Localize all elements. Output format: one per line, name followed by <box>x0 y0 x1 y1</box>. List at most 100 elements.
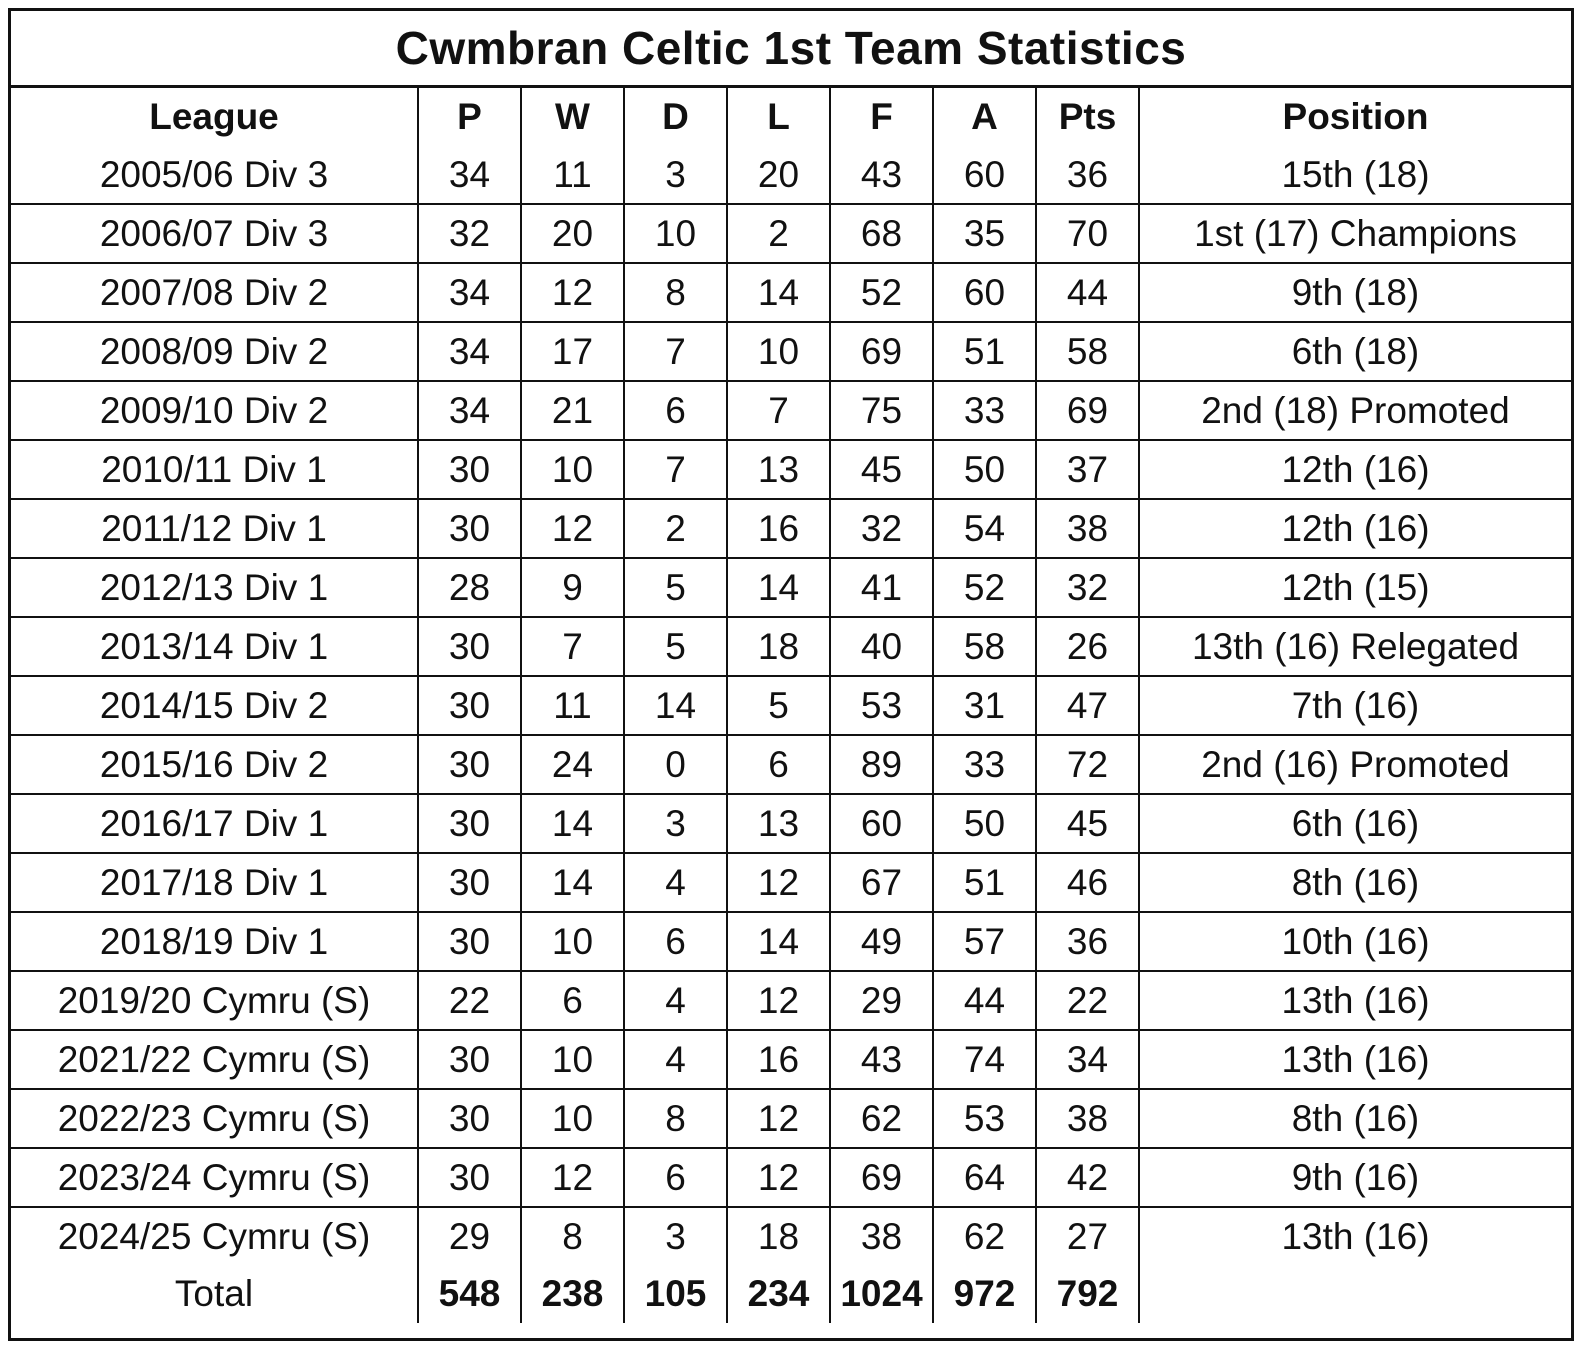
cell-for: 60 <box>829 793 934 854</box>
cell-for: 41 <box>829 557 934 618</box>
cell-played: 34 <box>417 262 522 323</box>
cell-for: 49 <box>829 911 934 972</box>
cell-lost: 20 <box>726 146 831 205</box>
cell-league: 2012/13 Div 1 <box>11 557 419 618</box>
table-row: 2017/18 Div 1 30 14 4 12 67 51 46 8th (16) <box>11 852 1571 913</box>
cell-lost: 13 <box>726 439 831 500</box>
cell-league: 2021/22 Cymru (S) <box>11 1029 419 1090</box>
header-points: Pts <box>1035 88 1140 146</box>
cell-played: 30 <box>417 439 522 500</box>
cell-drawn: 5 <box>623 557 728 618</box>
cell-drawn: 4 <box>623 852 728 913</box>
table-row: 2013/14 Div 1 30 7 5 18 40 58 26 13th (16) Releg… <box>11 616 1571 677</box>
cell-drawn: 8 <box>623 1088 728 1149</box>
cell-against: 51 <box>932 321 1037 382</box>
cell-against: 31 <box>932 675 1037 736</box>
cell-for: 69 <box>829 321 934 382</box>
cell-for: 29 <box>829 970 934 1031</box>
cell-points: 58 <box>1035 321 1140 382</box>
cell-for: 43 <box>829 1029 934 1090</box>
cell-league: 2009/10 Div 2 <box>11 380 419 441</box>
cell-won: 24 <box>520 734 625 795</box>
cell-played: 30 <box>417 616 522 677</box>
cell-lost: 7 <box>726 380 831 441</box>
cell-against: 62 <box>932 1206 1037 1265</box>
cell-against: 58 <box>932 616 1037 677</box>
cell-won: 10 <box>520 911 625 972</box>
cell-won: 10 <box>520 1029 625 1090</box>
table-row: 2023/24 Cymru (S) 30 12 6 12 69 64 42 9th (16) <box>11 1147 1571 1208</box>
table-row: 2021/22 Cymru (S) 30 10 4 16 43 74 34 13th (16) <box>11 1029 1571 1090</box>
cell-played: 30 <box>417 852 522 913</box>
cell-played: 34 <box>417 146 522 205</box>
cell-lost: 12 <box>726 1088 831 1149</box>
cell-lost: 14 <box>726 557 831 618</box>
cell-against: 33 <box>932 380 1037 441</box>
cell-drawn: 4 <box>623 1029 728 1090</box>
cell-position: 12th (15) <box>1138 557 1571 618</box>
cell-drawn: 4 <box>623 970 728 1031</box>
cell-league: 2018/19 Div 1 <box>11 911 419 972</box>
cell-points: 46 <box>1035 852 1140 913</box>
cell-played: 30 <box>417 1088 522 1149</box>
cell-for: 68 <box>829 203 934 264</box>
cell-won: 17 <box>520 321 625 382</box>
cell-won: 6 <box>520 970 625 1031</box>
cell-against: 50 <box>932 439 1037 500</box>
cell-for: 40 <box>829 616 934 677</box>
cell-lost: 18 <box>726 1206 831 1265</box>
table-row: 2019/20 Cymru (S) 22 6 4 12 29 44 22 13th (16) <box>11 970 1571 1031</box>
cell-for: 32 <box>829 498 934 559</box>
cell-for: 45 <box>829 439 934 500</box>
cell-for: 43 <box>829 146 934 205</box>
cell-against: 50 <box>932 793 1037 854</box>
cell-position: 13th (16) <box>1138 1029 1571 1090</box>
cell-played: 30 <box>417 498 522 559</box>
cell-league: 2010/11 Div 1 <box>11 439 419 500</box>
header-against: A <box>932 88 1037 146</box>
cell-league: 2017/18 Div 1 <box>11 852 419 913</box>
cell-for: 53 <box>829 675 934 736</box>
cell-position: 1st (17) Champions <box>1138 203 1571 264</box>
cell-won: 14 <box>520 793 625 854</box>
cell-against: 44 <box>932 970 1037 1031</box>
cell-lost: 12 <box>726 970 831 1031</box>
total-for: 1024 <box>829 1265 934 1323</box>
cell-for: 62 <box>829 1088 934 1149</box>
cell-lost: 14 <box>726 262 831 323</box>
cell-points: 45 <box>1035 793 1140 854</box>
cell-played: 28 <box>417 557 522 618</box>
cell-lost: 14 <box>726 911 831 972</box>
cell-points: 22 <box>1035 970 1140 1031</box>
cell-position: 12th (16) <box>1138 439 1571 500</box>
table-row: 2018/19 Div 1 30 10 6 14 49 57 36 10th (16) <box>11 911 1571 972</box>
total-won: 238 <box>520 1265 625 1323</box>
cell-league: 2019/20 Cymru (S) <box>11 970 419 1031</box>
cell-won: 12 <box>520 262 625 323</box>
cell-points: 26 <box>1035 616 1140 677</box>
cell-position: 10th (16) <box>1138 911 1571 972</box>
cell-lost: 13 <box>726 793 831 854</box>
total-played: 548 <box>417 1265 522 1323</box>
cell-for: 52 <box>829 262 934 323</box>
stats-table: League P W D L F A Pts Position 2005/06 … <box>11 88 1571 1323</box>
cell-against: 60 <box>932 262 1037 323</box>
cell-against: 57 <box>932 911 1037 972</box>
cell-position: 12th (16) <box>1138 498 1571 559</box>
cell-against: 33 <box>932 734 1037 795</box>
cell-drawn: 0 <box>623 734 728 795</box>
cell-league: 2014/15 Div 2 <box>11 675 419 736</box>
table-row: 2007/08 Div 2 34 12 8 14 52 60 44 9th (18) <box>11 262 1571 323</box>
cell-played: 30 <box>417 793 522 854</box>
cell-drawn: 3 <box>623 146 728 205</box>
cell-drawn: 5 <box>623 616 728 677</box>
table-row: 2024/25 Cymru (S) 29 8 3 18 38 62 27 13th (16) <box>11 1206 1571 1265</box>
table-row: 2008/09 Div 2 34 17 7 10 69 51 58 6th (18) <box>11 321 1571 382</box>
cell-lost: 2 <box>726 203 831 264</box>
table-row: 2006/07 Div 3 32 20 10 2 68 35 70 1st (17) Champ… <box>11 203 1571 264</box>
table-row: 2016/17 Div 1 30 14 3 13 60 50 45 6th (16) <box>11 793 1571 854</box>
cell-points: 34 <box>1035 1029 1140 1090</box>
cell-drawn: 6 <box>623 380 728 441</box>
stats-table-frame: Cwmbran Celtic 1st Team Statistics Leagu… <box>8 8 1574 1341</box>
cell-position: 7th (16) <box>1138 675 1571 736</box>
